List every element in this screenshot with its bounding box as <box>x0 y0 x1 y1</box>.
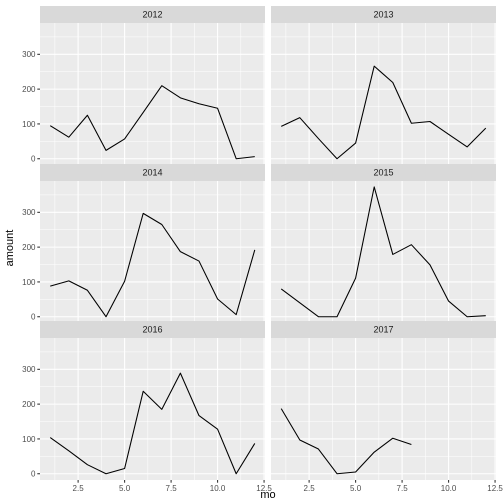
panel-background <box>271 181 496 323</box>
panel-background <box>271 338 496 480</box>
y-tick-label: 300 <box>22 208 36 217</box>
facet-strip <box>271 321 496 338</box>
facet-panel-2012: 2012 0 100 200 300 <box>22 6 265 165</box>
series-line-2015 <box>280 186 486 318</box>
x-tick-label: 7.5 <box>166 484 178 493</box>
y-tick-label: 300 <box>22 365 36 374</box>
panel-background <box>40 181 265 323</box>
y-tick-label: 200 <box>22 243 36 252</box>
series-line-2017 <box>280 408 412 475</box>
facet-panel-2013: 2013 <box>271 6 496 165</box>
x-tick-label: 7.5 <box>397 484 409 493</box>
facet-panel-2017: 2017 2.5 5.0 7.5 10.0 12.5 <box>271 321 503 493</box>
facet-strip-label: 2014 <box>142 168 162 178</box>
facet-panel-2016: 2016 0 100 200 300 2.5 5.0 7.5 10.0 12.5 <box>22 321 272 493</box>
series-line-2014 <box>50 212 256 318</box>
facet-strip <box>271 6 496 23</box>
y-tick-label: 0 <box>31 155 36 164</box>
facet-strip <box>40 321 265 338</box>
y-tick-label: 100 <box>22 435 36 444</box>
x-tick-label: 12.5 <box>256 484 272 493</box>
facet-strip <box>40 6 265 23</box>
facet-strip-label: 2017 <box>373 325 393 335</box>
x-tick-label: 2.5 <box>73 484 85 493</box>
series-line-2016 <box>49 372 256 475</box>
x-tick-label: 5.0 <box>119 484 131 493</box>
facet-strip-label: 2013 <box>373 10 393 20</box>
x-axis-title: mo <box>260 489 275 501</box>
x-tick-label: 12.5 <box>487 484 503 493</box>
x-tick-label: 10.0 <box>210 484 226 493</box>
facet-strip-label: 2012 <box>142 10 162 20</box>
facet-strip <box>271 164 496 181</box>
x-tick-label: 5.0 <box>350 484 362 493</box>
y-tick-label: 300 <box>22 50 36 59</box>
series-line-2013 <box>281 65 487 160</box>
y-tick-label: 200 <box>22 400 36 409</box>
facet-strip-label: 2016 <box>142 325 162 335</box>
facet-strip <box>40 164 265 181</box>
y-tick-label: 100 <box>22 278 36 287</box>
panel-background <box>40 338 265 480</box>
y-tick-label: 0 <box>31 470 36 479</box>
x-tick-label: 10.0 <box>441 484 457 493</box>
facet-panel-2015: 2015 <box>271 164 496 323</box>
facet-panel-2014: 2014 0 100 200 300 <box>22 164 265 323</box>
facet-strip-label: 2015 <box>373 168 393 178</box>
series-line-2012 <box>49 85 255 160</box>
y-axis-title: amount <box>4 230 16 267</box>
x-tick-label: 2.5 <box>304 484 316 493</box>
y-tick-label: 200 <box>22 85 36 94</box>
y-tick-label: 0 <box>31 313 36 322</box>
panel-background <box>40 23 265 165</box>
y-tick-label: 100 <box>22 120 36 129</box>
